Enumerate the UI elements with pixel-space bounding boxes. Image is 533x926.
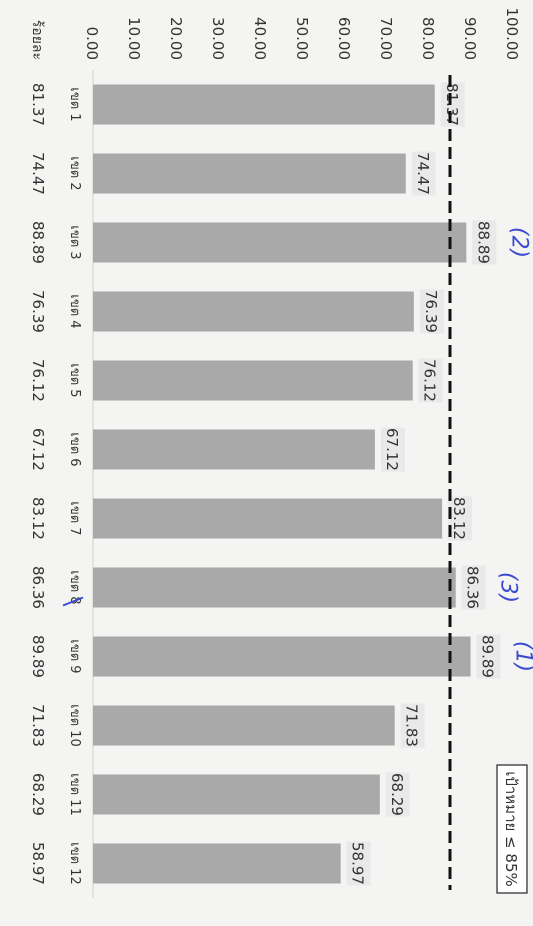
table-cell: 86.36 — [29, 566, 47, 609]
table-cell: 68.29 — [29, 773, 47, 816]
table-cell: 83.12 — [29, 497, 47, 540]
bar — [93, 498, 443, 539]
bar — [93, 705, 395, 746]
value-label-bg — [400, 703, 425, 748]
x-tick-label: เขต 11 — [67, 773, 82, 815]
x-tick-label: เขต 7 — [67, 501, 82, 535]
x-tick-label: เขต 3 — [67, 225, 82, 259]
y-tick-label: 20.00 — [167, 17, 185, 60]
bar — [92, 567, 456, 608]
bar — [93, 843, 341, 884]
value-label-bg — [418, 358, 443, 403]
value-label: 89.89 — [479, 635, 497, 678]
table-cell: 76.12 — [29, 359, 47, 402]
y-tick-label: 80.00 — [419, 17, 437, 60]
value-label-bg — [411, 151, 436, 196]
value-label: 68.29 — [388, 773, 406, 816]
value-label-bg — [385, 772, 410, 817]
value-label: 86.36 — [464, 566, 482, 609]
target-legend-box — [496, 764, 528, 894]
target-legend-label: เป้าหมาย ≤ 85% — [502, 771, 520, 887]
value-label-bg — [440, 82, 465, 127]
value-label-bg — [461, 565, 486, 610]
table-cell: 74.47 — [29, 152, 47, 195]
y-tick-label: 50.00 — [293, 17, 311, 60]
value-label-bg — [419, 289, 444, 334]
value-label: 74.47 — [414, 152, 432, 195]
value-label: 83.12 — [450, 497, 468, 540]
x-tick-label: เขต 5 — [67, 363, 82, 397]
value-label: 76.12 — [421, 359, 439, 402]
table-cell: 71.83 — [29, 704, 47, 747]
x-tick-label: เขต 12 — [67, 842, 82, 884]
y-tick-label: 40.00 — [251, 17, 269, 60]
table-cell: 88.89 — [29, 221, 47, 264]
value-label: 76.39 — [422, 290, 440, 333]
y-tick-label: 10.00 — [125, 17, 143, 60]
y-tick-label: 90.00 — [461, 17, 479, 60]
x-tick-label: เขต 4 — [67, 294, 82, 328]
y-tick-label: 30.00 — [209, 17, 227, 60]
x-tick-label: เขต 2 — [67, 156, 82, 190]
bar — [93, 84, 435, 125]
value-labels: 81.37 74.47 88.89 76.39 76.12 67.12 83.12 86.36… — [346, 82, 501, 886]
value-label-bg — [380, 427, 405, 472]
x-tick-label: เขต 6 — [67, 432, 82, 466]
handwritten-mark: (1) — [511, 641, 533, 672]
value-label: 67.12 — [383, 428, 401, 471]
y-tick-label: 60.00 — [335, 17, 353, 60]
data-table-row: 81.37 74.47 88.89 76.39 76.12 67.12 83.12 86.36… — [29, 20, 47, 885]
table-cell: 89.89 — [29, 635, 47, 678]
y-axis: 0.00 10.00 20.00 30.00 40.00 50.00 60.00 70.00 8… — [83, 8, 521, 61]
value-label-bg — [346, 841, 371, 886]
value-label: 81.37 — [443, 83, 461, 126]
table-row-label: ร้อยละ — [29, 20, 45, 60]
table-cell: 81.37 — [29, 83, 47, 126]
bar — [92, 291, 414, 332]
handwritten-mark: (3) — [496, 572, 521, 603]
table-cell: 67.12 — [29, 428, 47, 471]
table-cell: 76.39 — [29, 290, 47, 333]
target-legend: เป้าหมาย ≤ 85% — [496, 764, 528, 894]
value-label-bg — [476, 634, 501, 679]
bar — [93, 429, 375, 470]
bar — [93, 153, 406, 194]
bar-series — [92, 84, 471, 884]
value-label: 71.83 — [403, 704, 421, 747]
x-axis: เขต 1 เขต 2 เขต 3 เขต 4 เขต 5 เขต 6 เขต 7 เขต 8… — [67, 87, 82, 884]
handwritten-tick — [62, 596, 84, 607]
value-label-bg — [472, 220, 497, 265]
y-tick-label: 70.00 — [377, 17, 395, 60]
x-tick-label: เขต 8 — [67, 570, 82, 604]
y-tick-label: 0.00 — [83, 27, 101, 60]
bar — [93, 774, 380, 815]
bar — [93, 636, 471, 677]
value-label: 88.89 — [474, 221, 492, 264]
value-label-bg — [448, 496, 473, 541]
handwritten-mark: (2) — [506, 227, 531, 258]
bar — [92, 360, 413, 401]
x-tick-label: เขต 9 — [67, 639, 82, 673]
table-cell: 58.97 — [29, 842, 47, 885]
y-tick-label: 100.00 — [503, 8, 521, 61]
x-tick-label: เขต 1 — [67, 87, 82, 121]
handwritten-annotations: (2) (3) (1) — [62, 227, 533, 672]
bar — [92, 222, 467, 263]
value-label: 58.97 — [349, 842, 367, 885]
x-tick-label: เขต 10 — [67, 704, 82, 746]
